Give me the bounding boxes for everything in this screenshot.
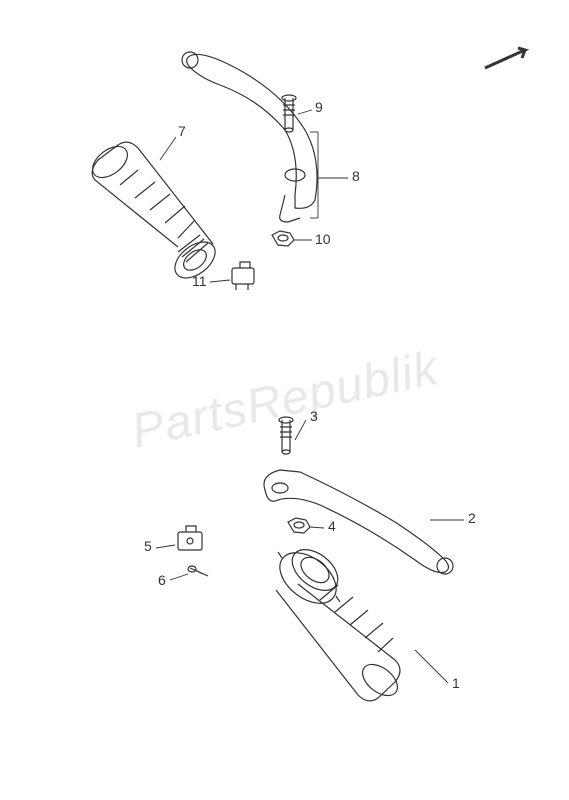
part-brake-switch: [178, 526, 202, 550]
callout-2: 2: [468, 510, 476, 526]
part-left-grip: [87, 140, 222, 285]
part-brake-bolt: [279, 417, 293, 454]
part-clutch-bolt: [282, 95, 296, 132]
part-clutch-switch: [232, 262, 254, 290]
callout-5: 5: [144, 538, 152, 554]
callout-4: 4: [328, 518, 336, 534]
callout-6: 6: [158, 572, 166, 588]
parts-diagram-svg: [0, 0, 569, 800]
part-switch-screw: [188, 566, 208, 576]
part-clutch-nut: [272, 231, 294, 246]
callout-11: 11: [192, 273, 207, 289]
callout-9: 9: [315, 99, 323, 115]
callout-10: 10: [315, 231, 331, 247]
part-brake-nut: [288, 518, 310, 533]
front-arrow-icon: [485, 48, 525, 68]
callout-1: 1: [452, 675, 460, 691]
part-clutch-lever: [182, 52, 317, 222]
part-right-grip: [270, 541, 403, 701]
callout-3: 3: [310, 408, 318, 424]
callout-7: 7: [178, 123, 186, 139]
callout-8: 8: [352, 168, 360, 184]
callout-leaders: [156, 110, 464, 683]
